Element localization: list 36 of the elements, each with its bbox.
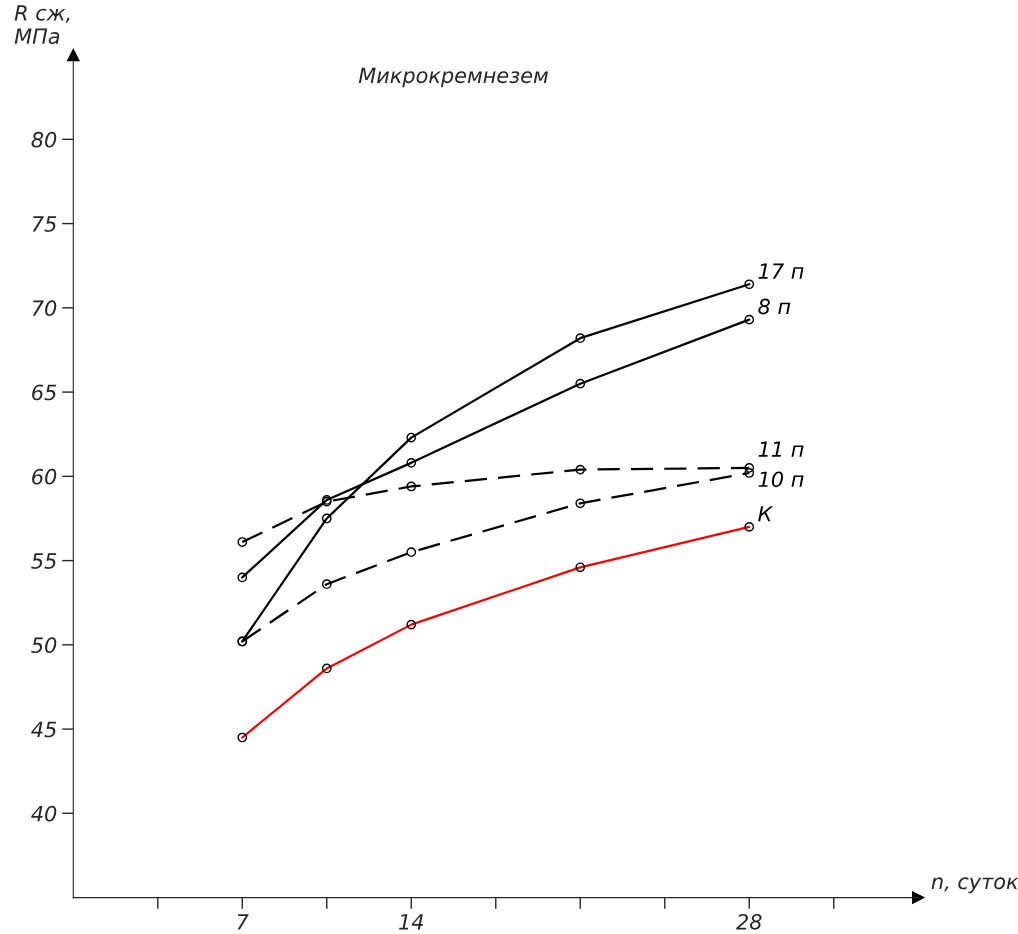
point xyxy=(744,463,755,473)
point xyxy=(575,498,586,509)
y-axis-title: R сж, МПа xyxy=(14,5,70,45)
y-tick-label: 65 xyxy=(32,384,57,401)
x-tick-label: 28 xyxy=(736,913,762,930)
series-label: 17 п xyxy=(758,263,804,279)
x-tick-label: 14 xyxy=(399,914,424,930)
y-tick-label: 60 xyxy=(32,468,57,485)
point xyxy=(237,572,248,583)
point xyxy=(575,464,586,475)
point xyxy=(744,314,755,325)
point xyxy=(744,468,755,478)
point xyxy=(575,378,586,389)
y-tick-label: 80 xyxy=(31,131,57,148)
point xyxy=(575,333,586,344)
y-tick-label: 45 xyxy=(31,721,57,738)
point xyxy=(321,513,332,524)
series-label: 8 п xyxy=(758,298,791,315)
point xyxy=(406,481,417,492)
y-tick-label: 50 xyxy=(31,637,57,654)
point xyxy=(406,547,417,558)
text: Микрокремнезем xyxy=(358,67,548,88)
y-tick-label: 40 xyxy=(31,805,57,822)
series-label: 11 п xyxy=(758,441,804,457)
y-tick-label: 75 xyxy=(32,216,57,232)
x-axis-title: n, суток xyxy=(931,877,1018,894)
point xyxy=(321,579,332,590)
point xyxy=(237,537,248,547)
y-tick-label: 55 xyxy=(31,553,57,569)
series-label: К xyxy=(758,506,774,522)
series-label: 10 п xyxy=(758,471,804,488)
point xyxy=(406,457,417,468)
x-tick-label: 7 xyxy=(237,914,249,930)
y-tick-label: 70 xyxy=(32,300,57,317)
point xyxy=(406,432,417,443)
point xyxy=(744,279,755,290)
